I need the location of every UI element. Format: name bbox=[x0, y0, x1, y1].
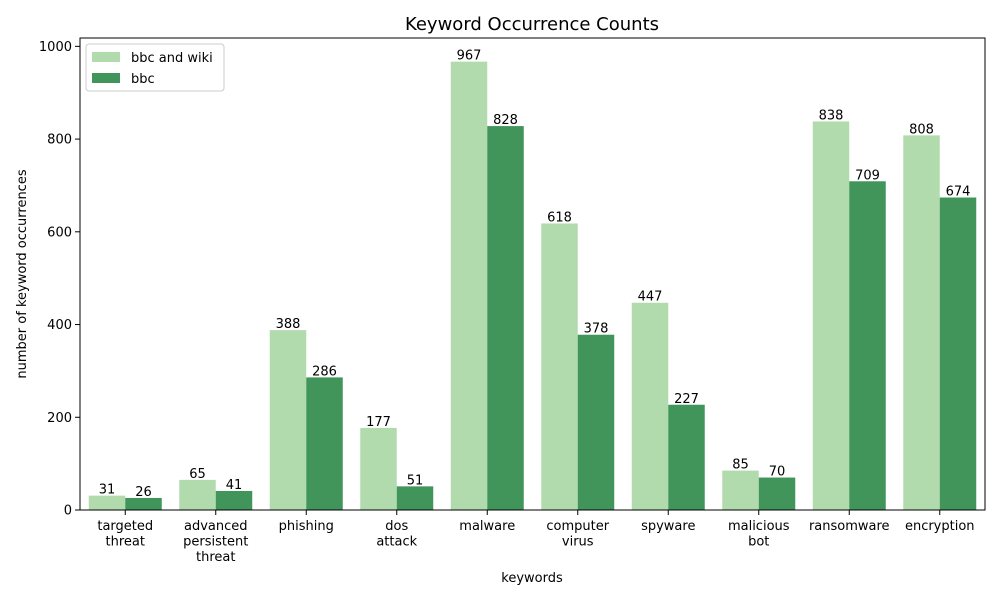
bar bbox=[722, 470, 759, 510]
legend-label: bbc and wiki bbox=[131, 51, 213, 66]
data-label: 70 bbox=[769, 465, 786, 480]
bar bbox=[179, 479, 216, 510]
data-label: 447 bbox=[638, 290, 663, 305]
bar bbox=[306, 377, 343, 510]
bar bbox=[541, 223, 578, 511]
plot-frame bbox=[79, 37, 986, 511]
y-tick-label: 0 bbox=[64, 504, 72, 519]
bar bbox=[269, 330, 307, 510]
data-label: 227 bbox=[674, 392, 699, 407]
data-label: 31 bbox=[99, 483, 116, 498]
data-label: 674 bbox=[946, 184, 971, 199]
y-tick-label: 400 bbox=[47, 318, 72, 333]
legend-swatch bbox=[92, 73, 120, 83]
legend-box bbox=[85, 43, 225, 92]
data-label: 85 bbox=[732, 458, 749, 473]
data-label: 618 bbox=[547, 210, 572, 225]
data-label: 709 bbox=[855, 168, 880, 183]
bar bbox=[450, 61, 488, 511]
plot-area: 31 65 388 177 967 618 447 85 838 808 26 41 286 51 828 3… bbox=[79, 37, 986, 511]
legend-label: bbc bbox=[131, 72, 155, 87]
chart-title: Keyword Occurrence Counts bbox=[405, 14, 659, 35]
data-label: 378 bbox=[584, 322, 609, 337]
legend-swatch bbox=[92, 52, 120, 62]
bar bbox=[812, 121, 850, 510]
x-tick-label: computer virus bbox=[546, 519, 609, 550]
x-tick-label: malware bbox=[459, 519, 515, 534]
data-label: 388 bbox=[276, 317, 301, 332]
x-tick-label: malicious bot bbox=[728, 519, 790, 550]
y-axis-label: number of keyword occurrences bbox=[15, 169, 30, 378]
x-tick-label: dos attack bbox=[376, 519, 417, 550]
y-tick-label: 800 bbox=[47, 133, 72, 148]
data-label: 65 bbox=[189, 467, 206, 482]
data-label: 51 bbox=[407, 473, 424, 488]
data-label: 828 bbox=[493, 113, 518, 128]
x-tick-label: spyware bbox=[641, 519, 695, 534]
bar bbox=[88, 495, 126, 510]
data-label: 26 bbox=[135, 485, 152, 500]
x-axis: targeted threat advanced persistent threat ph… bbox=[97, 510, 975, 565]
bar bbox=[125, 497, 162, 510]
x-tick-label: ransomware bbox=[809, 519, 890, 534]
bar bbox=[396, 486, 434, 510]
bar bbox=[487, 126, 524, 510]
bar bbox=[668, 404, 705, 510]
bar bbox=[215, 490, 253, 510]
data-label: 838 bbox=[819, 108, 844, 123]
bar bbox=[360, 427, 397, 510]
bar bbox=[758, 477, 796, 510]
y-axis: 0 200 400 600 800 1000 bbox=[39, 40, 80, 519]
y-tick-label: 200 bbox=[47, 411, 72, 426]
x-axis-label: keywords bbox=[501, 571, 563, 586]
bar bbox=[903, 135, 940, 511]
bar bbox=[849, 181, 886, 510]
legend: bbc and wiki bbc bbox=[85, 43, 225, 92]
data-label: 808 bbox=[909, 122, 934, 137]
y-tick-label: 1000 bbox=[39, 40, 72, 55]
data-label: 286 bbox=[312, 364, 337, 379]
bar bbox=[631, 302, 669, 510]
bar bbox=[577, 334, 615, 510]
x-tick-label: phishing bbox=[279, 519, 334, 534]
x-tick-label: encryption bbox=[905, 519, 975, 534]
x-tick-label: advanced persistent threat bbox=[183, 519, 248, 565]
data-label: 967 bbox=[457, 49, 482, 64]
x-tick-label: targeted threat bbox=[97, 519, 153, 550]
data-label: 177 bbox=[366, 415, 391, 430]
bar bbox=[939, 197, 977, 510]
y-tick-label: 600 bbox=[47, 225, 72, 240]
data-label: 41 bbox=[226, 478, 243, 493]
